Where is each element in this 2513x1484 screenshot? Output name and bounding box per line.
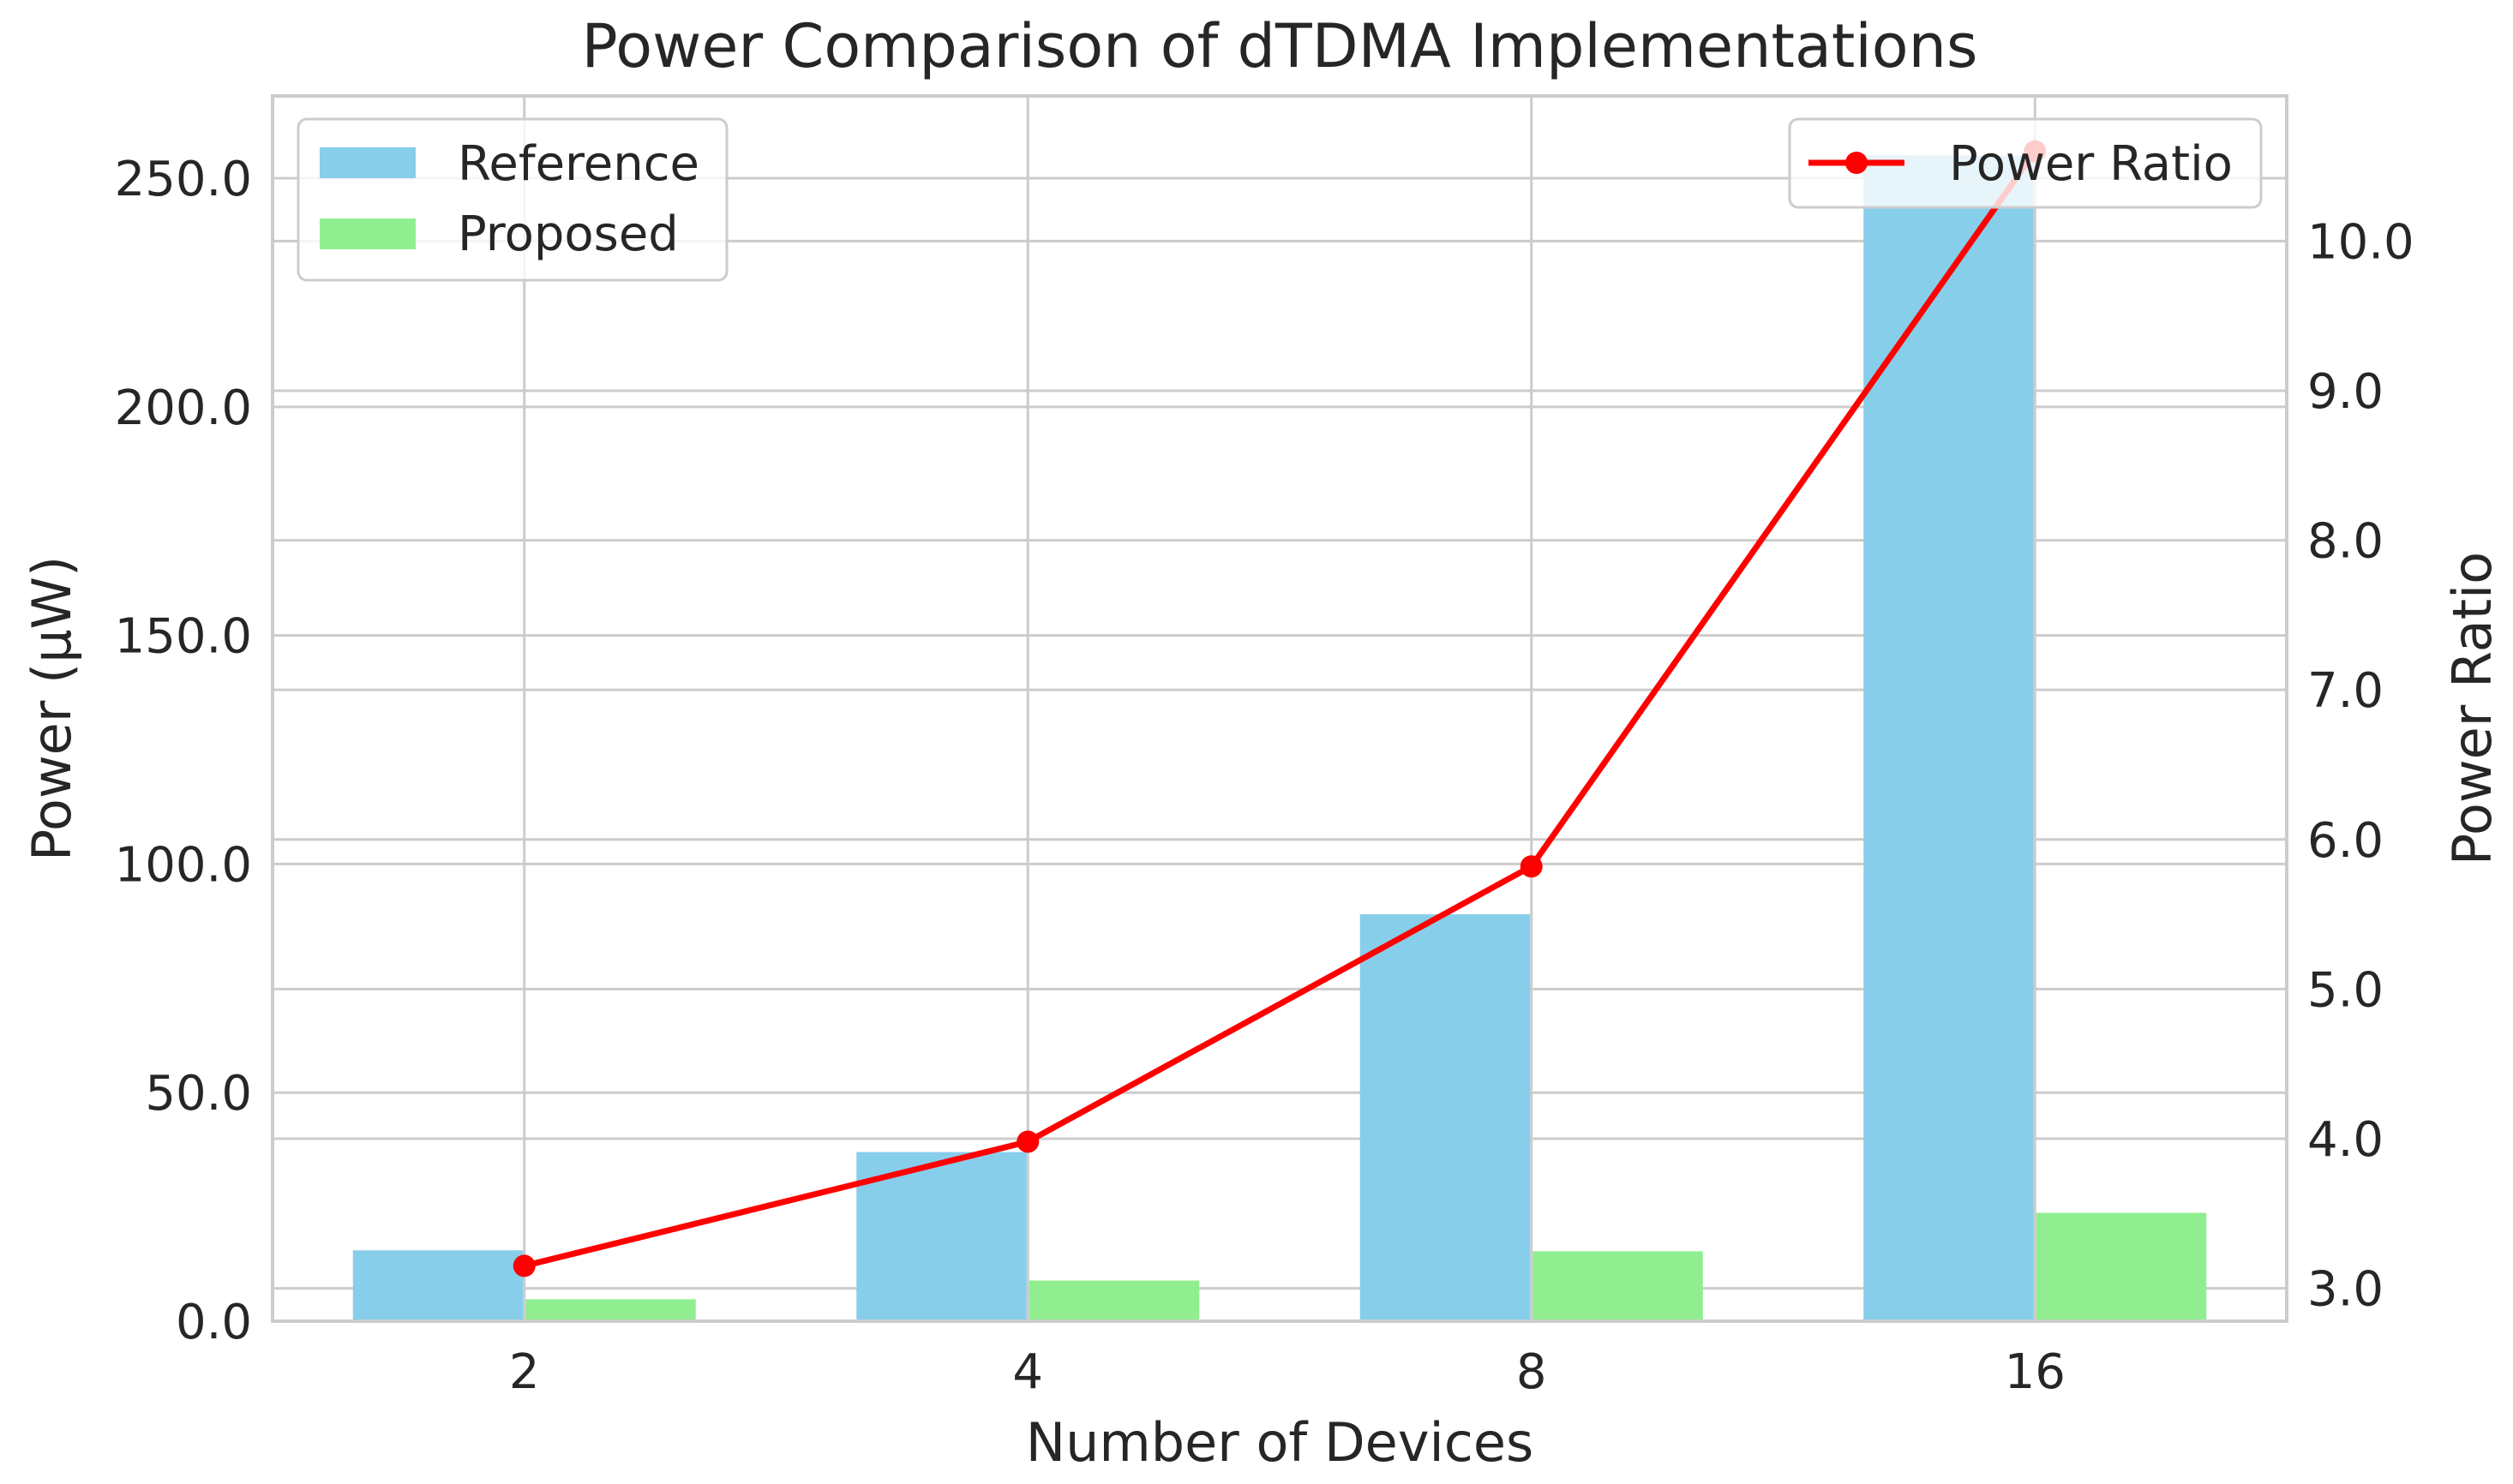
power-ratio-point: [1017, 1130, 1040, 1153]
y-axis-label: Power (μW): [21, 556, 83, 861]
legend-line-frame: [1788, 117, 2263, 209]
bar-proposed: [1532, 1251, 1703, 1321]
x-axis-tick-labels: 2 4 8 16: [509, 1344, 2066, 1400]
y2-axis-label: Power Ratio: [2441, 552, 2504, 865]
legend-reference-label: Reference: [458, 136, 699, 192]
bar-proposed: [2036, 1212, 2207, 1321]
power-ratio-line: [523, 149, 2038, 1269]
right-axis-tick-labels: 3.0 4.0 5.0 6.0 7.0 8.0 9.0 10.0: [2307, 214, 2414, 1317]
bar-reference: [856, 1152, 1027, 1321]
legend-power-ratio-marker: [1845, 152, 1868, 174]
bar-reference: [1359, 914, 1531, 1321]
left-tick-label: 150.0: [115, 609, 252, 665]
x-axis-label: Number of Devices: [1026, 1411, 1534, 1474]
x-tick-label: 2: [509, 1344, 540, 1400]
bar-proposed: [525, 1299, 696, 1321]
right-tick-label: 10.0: [2307, 214, 2414, 270]
power-ratio-point: [1520, 855, 1543, 878]
legend-reference-swatch: [320, 147, 416, 178]
right-tick-label: 9.0: [2307, 364, 2384, 420]
legend-line: Power Ratio: [1788, 117, 2263, 209]
bar-proposed: [1029, 1280, 1200, 1321]
plot-frame: [271, 94, 2288, 1323]
legend-power-ratio-label: Power Ratio: [1949, 136, 2233, 192]
left-tick-label: 100.0: [115, 837, 252, 893]
right-tick-label: 4.0: [2307, 1112, 2384, 1168]
x-tick-label: 4: [1012, 1344, 1043, 1400]
left-tick-label: 0.0: [176, 1295, 252, 1350]
right-tick-label: 3.0: [2307, 1262, 2384, 1318]
x-tick-label: 16: [2005, 1344, 2066, 1400]
left-tick-label: 200.0: [115, 380, 252, 436]
left-axis-tick-labels: 0.0 50.0 100.0 150.0 200.0 250.0: [115, 152, 252, 1350]
bar-reference: [1863, 155, 2034, 1321]
legend-proposed-swatch: [320, 218, 416, 249]
power-ratio-point: [513, 1254, 536, 1278]
bar-reference: [352, 1250, 524, 1321]
left-tick-label: 50.0: [145, 1066, 252, 1122]
vertical-gridlines: [523, 96, 2036, 1321]
x-tick-label: 8: [1516, 1344, 1547, 1400]
right-tick-label: 6.0: [2307, 813, 2384, 869]
legend-bars: Reference Proposed: [297, 117, 729, 282]
right-tick-label: 5.0: [2307, 962, 2384, 1018]
chart-title: Power Comparison of dTDMA Implementation…: [582, 11, 1978, 81]
left-tick-label: 250.0: [115, 152, 252, 207]
right-tick-label: 7.0: [2307, 663, 2384, 719]
legend-proposed-label: Proposed: [458, 206, 679, 262]
right-tick-label: 8.0: [2307, 514, 2384, 570]
